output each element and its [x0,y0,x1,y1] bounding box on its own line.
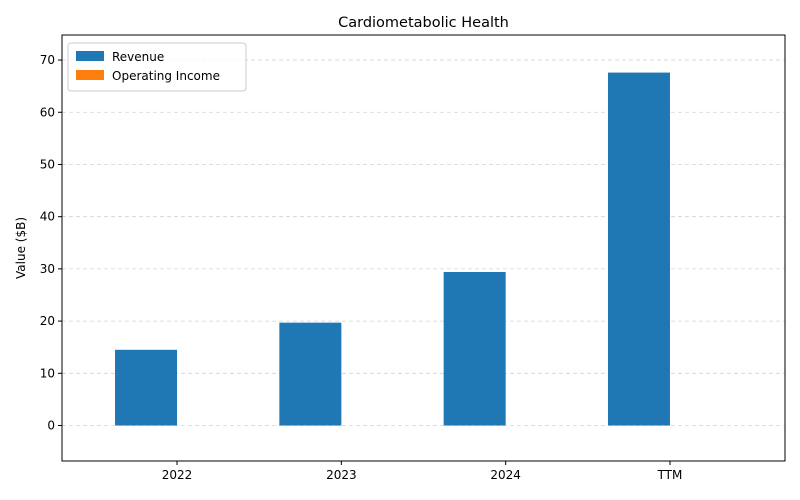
y-tick-label: 60 [40,105,55,119]
bar-revenue-2022 [115,349,178,426]
bar-revenue-ttm [607,72,670,426]
y-tick-label: 0 [47,419,55,433]
legend: Revenue Operating Income [67,42,247,92]
x-axis-ticks: 2022 2023 2024 TTM [162,461,683,482]
y-axis-label: Value ($B) [14,217,28,279]
x-tick-label: TTM [657,468,683,482]
y-tick-label: 30 [40,262,55,276]
legend-label: Operating Income [112,69,220,83]
legend-box [67,42,247,92]
y-tick-label: 10 [40,366,55,380]
legend-swatch [76,51,104,61]
x-tick-label: 2023 [326,468,357,482]
legend-label: Revenue [112,50,164,64]
y-tick-label: 70 [40,53,55,67]
legend-swatch [76,70,104,80]
y-tick-label: 40 [40,210,55,224]
y-tick-label: 20 [40,314,55,328]
x-tick-label: 2024 [490,468,521,482]
chart-title: Cardiometabolic Health [338,15,509,31]
bars [115,72,670,426]
bar-revenue-2023 [279,322,342,426]
bar-revenue-2024 [443,272,506,426]
y-axis-ticks: 0 10 20 30 40 50 60 70 [40,53,62,433]
axes-frame [61,34,786,462]
x-tick-label: 2022 [162,468,193,482]
y-tick-label: 50 [40,157,55,171]
